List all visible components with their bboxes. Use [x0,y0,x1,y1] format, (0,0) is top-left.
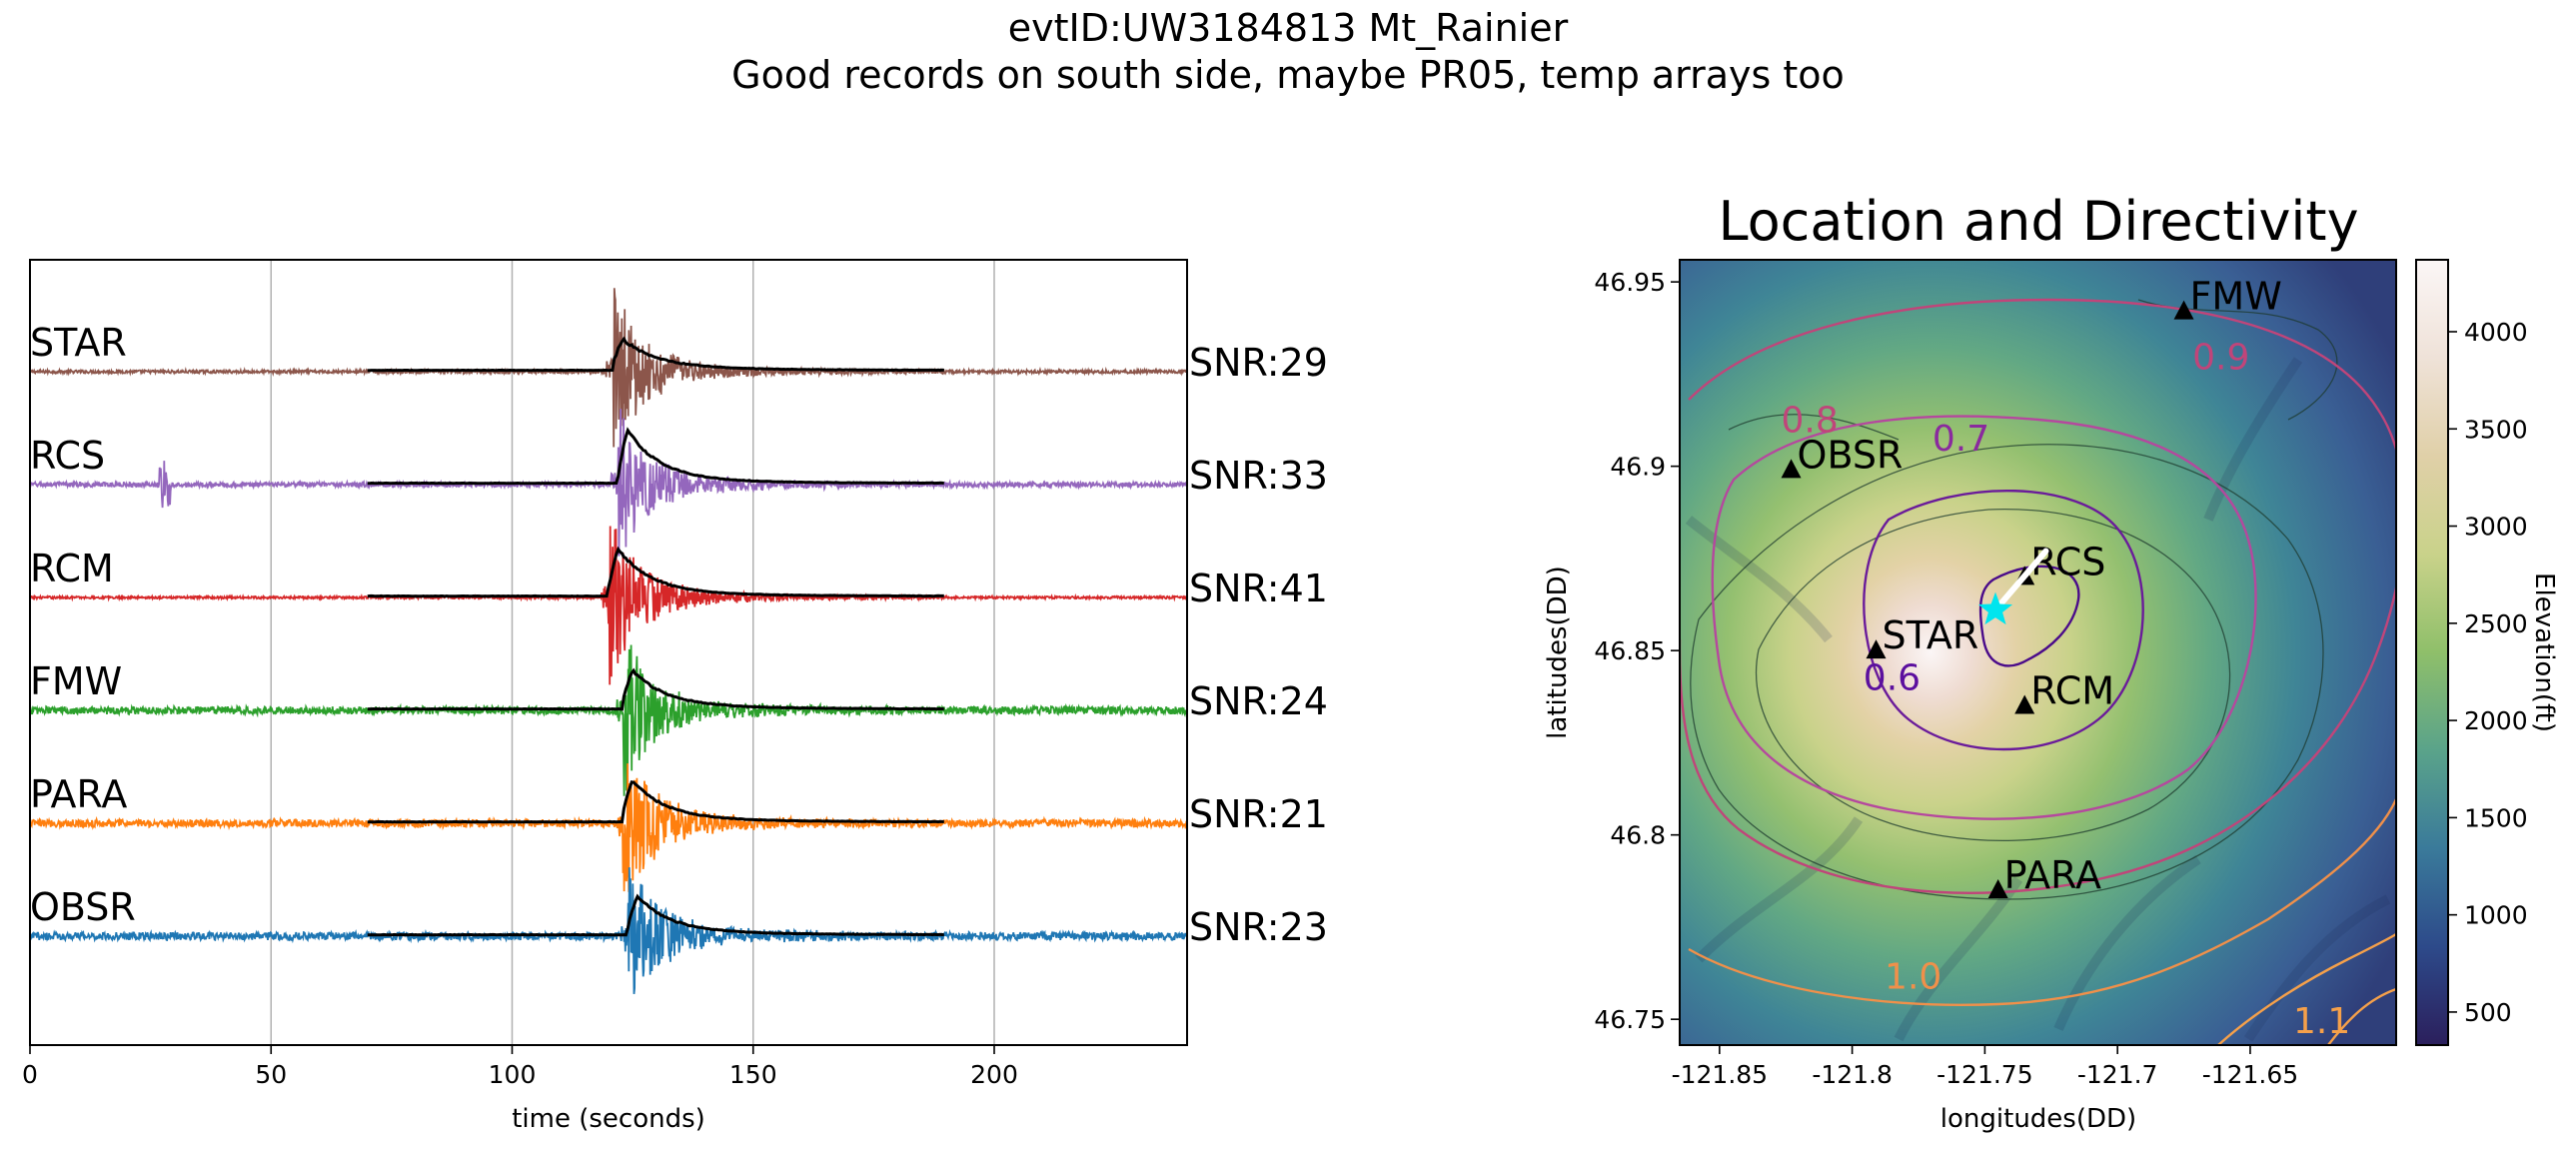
map-y-tick-label: 46.75 [1594,1005,1666,1034]
waveform-panel: STAR SNR:29 RCS SNR:33 RCM SNR:41 FMW SNR:24 PAR… [22,259,1328,1134]
map-y-ticks: 46.75 46.8 46.85 46.9 46.95 [1594,268,1680,1034]
waveform-gridlines [270,260,995,1045]
event-location [1977,548,2049,625]
contour-label-1.0: 1.0 [1885,957,1941,998]
directivity-contour-labels: 0.6 0.7 0.8 0.9 1.0 1.1 [1781,338,2350,1042]
colorbar-tick-label: 1000 [2464,901,2528,930]
figure-title-line1: evtID:UW3184813 Mt_Rainier [1007,6,1569,50]
map-panel: Location and Directivity [1543,190,2397,1134]
contour-label-1.1: 1.1 [2293,1001,2350,1042]
map-x-tick-label: -121.8 [1812,1060,1893,1089]
colorbar-tick-label: 3000 [2464,513,2528,542]
trace-star [30,288,1187,448]
contour-label-0.7: 0.7 [1932,419,1989,460]
map-y-tick-label: 46.9 [1610,453,1666,482]
event-star-icon [1977,591,2013,625]
map-x-tick-label: -121.85 [1672,1060,1769,1089]
colorbar-label: Elevation(ft) [2529,573,2559,732]
station-label-obsr: OBSR [30,885,136,929]
station-label-rcm: RCM [30,547,114,590]
station-marker-obsr [1781,459,1802,479]
map-station-label-rcm: RCM [2030,669,2114,713]
contour-label-0.9: 0.9 [2192,338,2249,379]
map-ylabel: latitudes(DD) [1543,566,1573,739]
waveform-xlabel: time (seconds) [512,1104,705,1134]
colorbar-tick-label: 1500 [2464,803,2528,832]
waveform-labels: STAR SNR:29 RCS SNR:33 RCM SNR:41 FMW SNR:24 PAR… [30,321,1328,949]
station-marker-fmw [2173,300,2194,320]
waveform-x-ticks: 0 50 100 150 200 [22,1045,1018,1089]
trace-rcm [30,526,1187,685]
snr-label-para: SNR:21 [1189,792,1328,836]
envelope-rcm [367,546,944,598]
snr-label-rcs: SNR:33 [1189,454,1328,498]
map-x-tick-label: -121.75 [1936,1060,2033,1089]
map-station-label-para: PARA [2004,853,2101,897]
waveform-axes-frame [29,259,1188,1046]
map-y-tick-label: 46.85 [1594,636,1666,665]
map-station-label-rcs: RCS [2030,540,2105,583]
envelope-obsr [367,893,945,937]
x-tick-label-0: 0 [22,1060,38,1089]
trace-fmw [30,644,1187,796]
colorbar-tick-label: 500 [2464,998,2512,1027]
map-x-tick-label: -121.65 [2202,1060,2299,1089]
station-label-para: PARA [30,772,127,816]
map-xlabel: longitudes(DD) [1940,1104,2136,1134]
x-tick-label-150: 150 [729,1060,777,1089]
colorbar-tick-label: 3500 [2464,415,2528,444]
map-title: Location and Directivity [1718,190,2358,253]
colorbar-ticks: 500 1000 1500 2000 2500 3000 3500 4000 [2448,318,2528,1027]
colorbar-tick-label: 2500 [2464,609,2528,638]
map-station-label-fmw: FMW [2190,275,2282,319]
trace-para [30,763,1187,892]
trace-obsr [30,867,1187,994]
elevation-colorbar: 500 1000 1500 2000 2500 3000 3500 4000 Elevatio… [2415,259,2559,1046]
map-x-ticks: -121.85 -121.8 -121.75 -121.7 -121.65 [1672,1045,2299,1089]
map-y-tick-label: 46.8 [1610,821,1666,850]
station-markers: FMW OBSR RCS STAR RCM PARA [1781,275,2282,899]
map-station-label-obsr: OBSR [1798,433,1904,477]
x-tick-label-50: 50 [255,1060,287,1089]
map-y-tick-label: 46.95 [1594,268,1666,297]
station-marker-para [1987,879,2008,899]
envelope-fmw [367,667,944,711]
trace-rcs [30,409,1187,557]
x-tick-label-200: 200 [970,1060,1018,1089]
colorbar-gradient [2415,259,2449,1046]
envelope-para [367,780,944,824]
elevation-contours [1690,299,2338,900]
snr-label-fmw: SNR:24 [1189,679,1328,723]
station-label-rcs: RCS [30,434,105,478]
figure-title-line2: Good records on south side, maybe PR05, … [731,53,1845,97]
waveform-traces [30,288,1187,994]
x-tick-label-100: 100 [489,1060,537,1089]
station-marker-star [1866,639,1887,659]
directivity-arrow [1992,548,2049,613]
envelope-star [367,336,944,373]
terrain-shading [1685,357,2391,1042]
station-marker-rcm [2014,694,2035,714]
snr-label-rcm: SNR:41 [1189,567,1328,610]
envelope-rcs [367,427,944,486]
contour-label-0.6: 0.6 [1864,658,1921,699]
colorbar-tick-label: 2000 [2464,706,2528,735]
contour-label-0.8: 0.8 [1781,400,1838,441]
snr-label-obsr: SNR:23 [1189,905,1328,949]
directivity-contours [1680,298,2396,1045]
station-label-fmw: FMW [30,659,122,703]
map-station-label-star: STAR [1883,613,1979,657]
station-label-star: STAR [30,321,127,365]
map-axes-frame [1679,259,2397,1046]
snr-label-star: SNR:29 [1189,341,1328,385]
map-x-tick-label: -121.7 [2077,1060,2158,1089]
colorbar-tick-label: 4000 [2464,318,2528,347]
